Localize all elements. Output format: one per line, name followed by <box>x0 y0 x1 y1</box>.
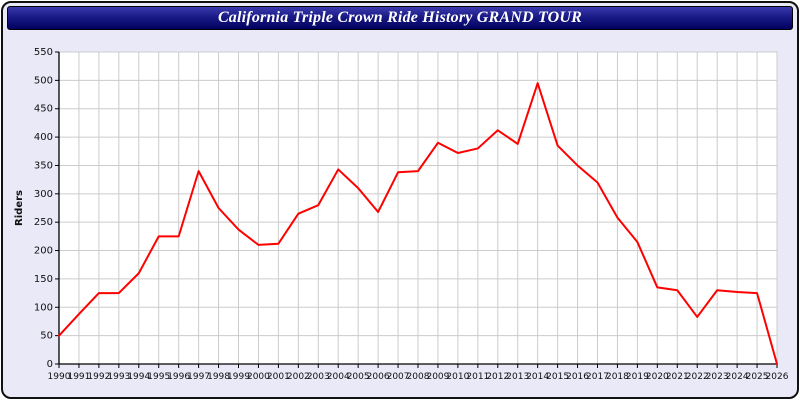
svg-text:250: 250 <box>34 217 53 228</box>
svg-text:2001: 2001 <box>267 372 290 382</box>
svg-text:1997: 1997 <box>187 372 210 382</box>
svg-text:2011: 2011 <box>466 372 489 382</box>
svg-text:450: 450 <box>34 104 53 115</box>
chart-container: 0 50 100 150 200 250 300 350 400 450 500 550 1990 199… <box>11 44 789 396</box>
svg-text:2006: 2006 <box>367 372 390 382</box>
chart-title: California Triple Crown Ride History GRA… <box>217 9 583 26</box>
svg-text:1990: 1990 <box>48 372 71 382</box>
svg-text:2012: 2012 <box>486 372 509 382</box>
svg-text:1999: 1999 <box>227 372 250 382</box>
svg-text:2026: 2026 <box>766 372 789 382</box>
svg-text:50: 50 <box>40 331 53 342</box>
chart-title-bar: California Triple Crown Ride History GRA… <box>7 6 793 30</box>
svg-text:100: 100 <box>34 302 53 313</box>
svg-text:400: 400 <box>34 132 53 143</box>
svg-text:1996: 1996 <box>167 372 190 382</box>
svg-text:2014: 2014 <box>526 372 549 382</box>
svg-text:2000: 2000 <box>247 372 270 382</box>
svg-text:2019: 2019 <box>626 372 649 382</box>
svg-text:550: 550 <box>34 47 53 58</box>
svg-text:Riders: Riders <box>14 190 25 226</box>
svg-text:500: 500 <box>34 75 53 86</box>
svg-text:2002: 2002 <box>287 372 310 382</box>
svg-text:2008: 2008 <box>407 372 430 382</box>
svg-text:2022: 2022 <box>686 372 709 382</box>
svg-text:2004: 2004 <box>327 372 350 382</box>
svg-text:1993: 1993 <box>107 372 130 382</box>
svg-text:2015: 2015 <box>546 372 569 382</box>
svg-text:2009: 2009 <box>426 372 449 382</box>
svg-text:1992: 1992 <box>87 372 110 382</box>
svg-text:1995: 1995 <box>147 372 170 382</box>
svg-text:2005: 2005 <box>347 372 370 382</box>
svg-text:2020: 2020 <box>646 372 669 382</box>
svg-text:2013: 2013 <box>506 372 529 382</box>
svg-text:350: 350 <box>34 160 53 171</box>
svg-text:2025: 2025 <box>746 372 769 382</box>
svg-text:0: 0 <box>47 359 53 370</box>
svg-text:1998: 1998 <box>207 372 230 382</box>
svg-text:1991: 1991 <box>67 372 90 382</box>
svg-text:2017: 2017 <box>586 372 609 382</box>
svg-text:2021: 2021 <box>666 372 689 382</box>
svg-text:2003: 2003 <box>307 372 330 382</box>
svg-text:2023: 2023 <box>706 372 729 382</box>
svg-text:2024: 2024 <box>726 372 749 382</box>
svg-text:1994: 1994 <box>127 372 150 382</box>
svg-text:2018: 2018 <box>606 372 629 382</box>
svg-text:300: 300 <box>34 189 53 200</box>
svg-text:2010: 2010 <box>446 372 469 382</box>
svg-text:2016: 2016 <box>566 372 589 382</box>
svg-text:2007: 2007 <box>387 372 410 382</box>
riders-line-chart: 0501001502002503003504004505005501990199… <box>14 47 789 382</box>
svg-text:200: 200 <box>34 246 53 257</box>
svg-text:150: 150 <box>34 274 53 285</box>
